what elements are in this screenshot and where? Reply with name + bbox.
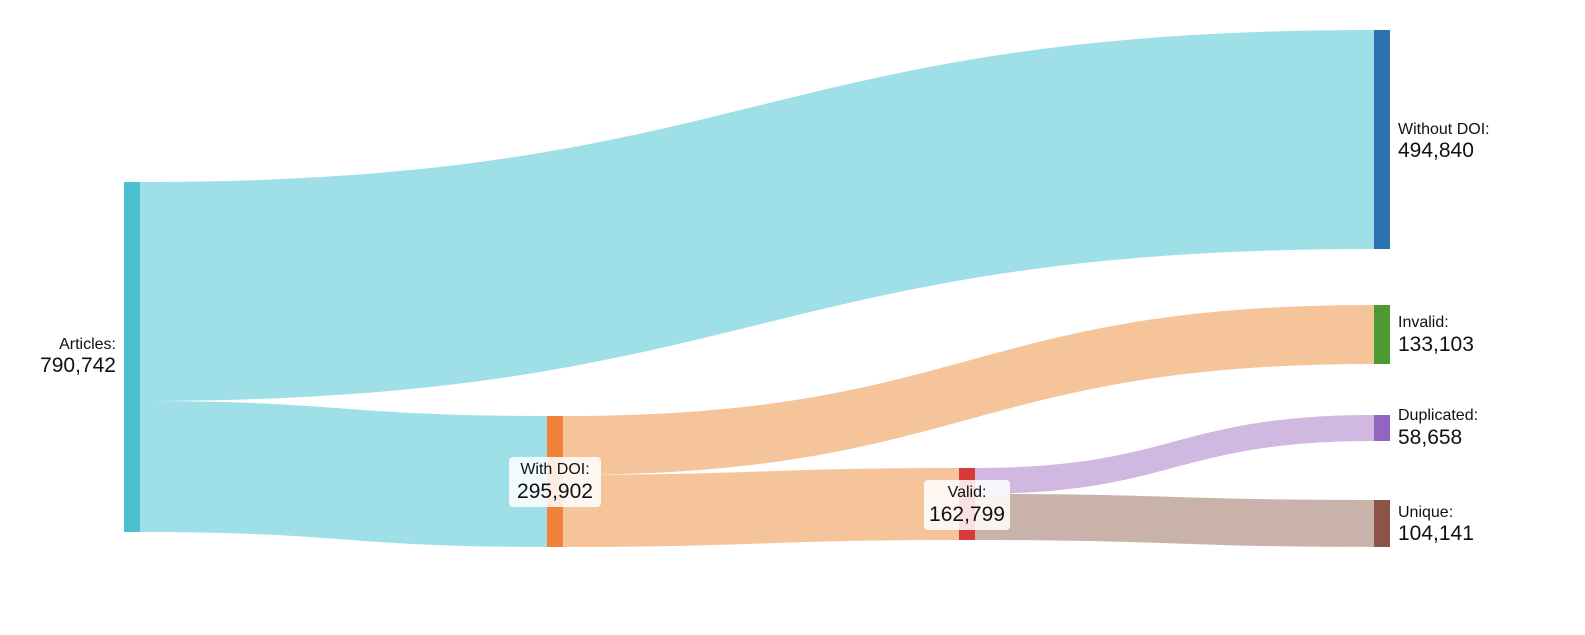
link-with_doi-to-valid — [563, 468, 959, 547]
node-unique — [1374, 500, 1390, 547]
sankey-labels: Articles:790,742 With DOI: 295,902 Valid: 16… — [40, 121, 1490, 545]
node-articles — [124, 182, 140, 532]
node-value-with_doi: 295,902 — [517, 480, 593, 503]
link-valid-to-duplicated — [975, 415, 1374, 494]
node-value-valid: 162,799 — [929, 503, 1005, 526]
node-value-without_doi: 494,840 — [1398, 139, 1474, 162]
link-articles-to-without_doi — [140, 30, 1374, 402]
node-invalid — [1374, 305, 1390, 364]
node-name-unique: Unique: — [1398, 504, 1453, 521]
node-value-articles: 790,742 — [40, 354, 116, 377]
node-value-unique: 104,141 — [1398, 522, 1474, 545]
node-label-valid: Valid: 162,799 — [924, 480, 1010, 530]
node-label-articles: Articles:790,742 — [40, 336, 116, 377]
node-label-invalid: Invalid: 133,103 — [1398, 314, 1474, 356]
node-name-invalid: Invalid: — [1398, 314, 1449, 331]
link-valid-to-unique — [975, 493, 1374, 547]
node-name-without_doi: Without DOI: — [1398, 121, 1490, 138]
link-articles-to-with_doi — [140, 401, 547, 547]
node-name-duplicated: Duplicated: — [1398, 407, 1478, 424]
label-background — [924, 480, 1010, 530]
sankey-links — [140, 30, 1374, 547]
node-value-invalid: 133,103 — [1398, 333, 1474, 356]
label-background — [509, 457, 601, 507]
node-label-without_doi: Without DOI:494,840 — [1398, 121, 1490, 162]
node-duplicated — [1374, 415, 1390, 441]
node-without_doi — [1374, 30, 1390, 249]
link-with_doi-to-invalid — [563, 305, 1374, 475]
node-value-duplicated: 58,658 — [1398, 426, 1462, 449]
node-name-with_doi: With DOI: — [520, 461, 589, 478]
node-label-unique: Unique:104,141 — [1398, 504, 1474, 545]
node-label-duplicated: Duplicated: 58,658 — [1398, 407, 1478, 449]
node-name-valid: Valid: — [948, 484, 987, 501]
node-name-articles: Articles: — [59, 336, 116, 353]
sankey-nodes — [124, 30, 1390, 547]
node-label-with_doi: With DOI: 295,902 — [509, 457, 601, 507]
